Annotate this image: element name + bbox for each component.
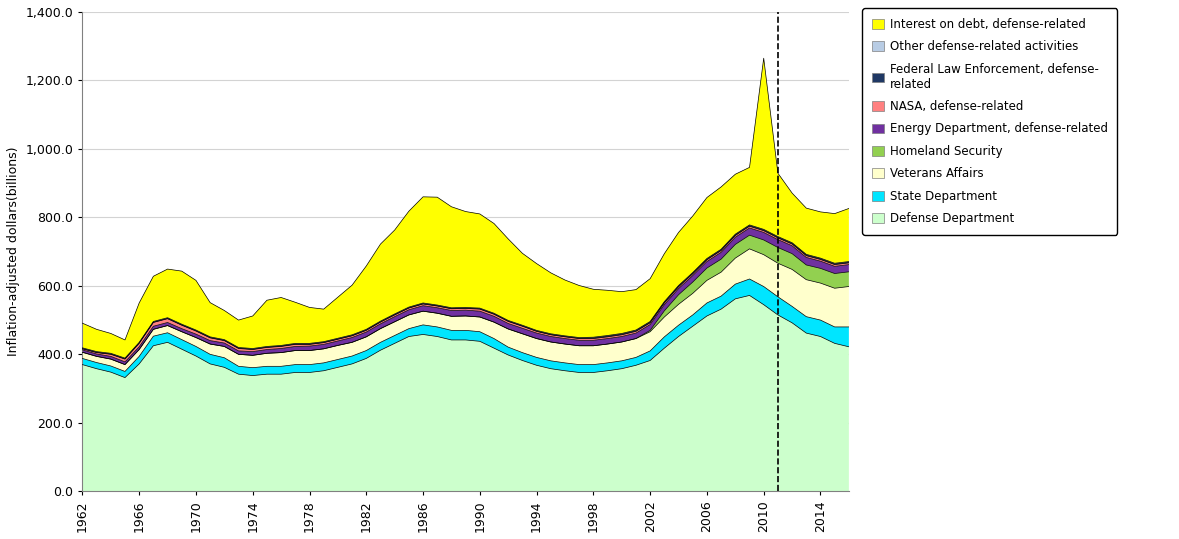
Y-axis label: Inflation-adjusted dollars(billions): Inflation-adjusted dollars(billions) [7,147,20,356]
Legend: Interest on debt, defense-related, Other defense-related activities, Federal Law: Interest on debt, defense-related, Other… [863,8,1117,234]
